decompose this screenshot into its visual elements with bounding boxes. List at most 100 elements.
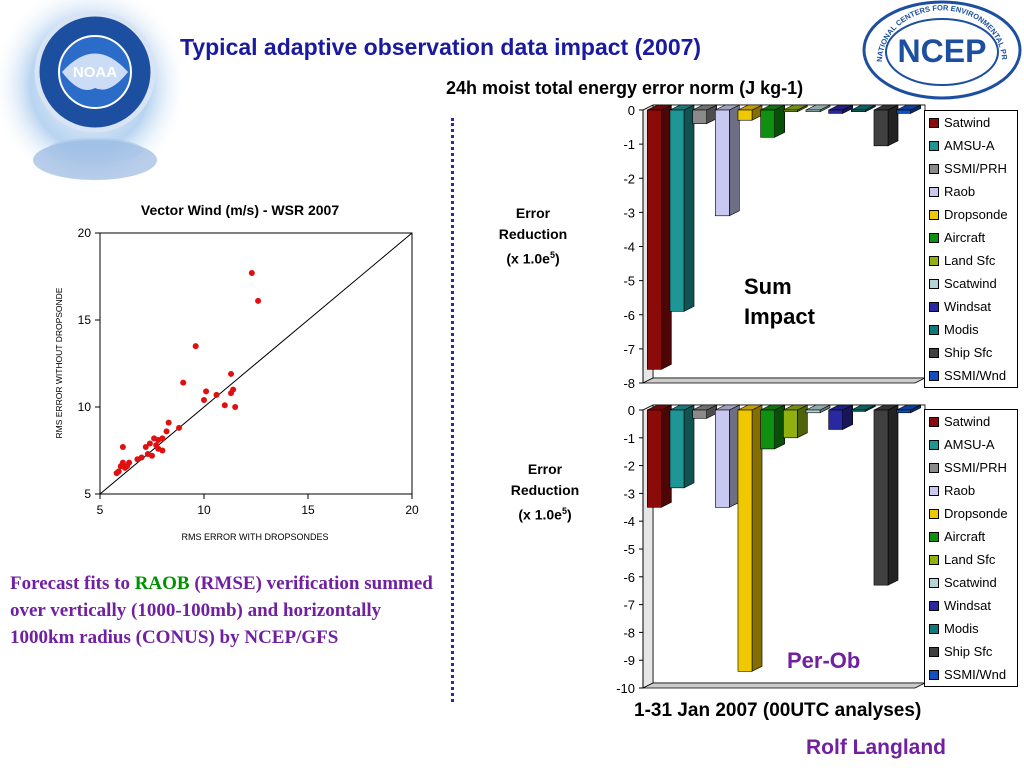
error-reduction-label-bottom: Error Reduction (x 1.0e5) — [510, 461, 580, 523]
legend-item: Ship Sfc — [925, 341, 1017, 364]
legend-label: Aircraft — [944, 230, 986, 245]
scatter-chart: Vector Wind (m/s) - WSR 2007 5 10 15 20 5 10 1… — [54, 202, 419, 542]
y-tick-label: -3 — [623, 205, 635, 220]
legend-item: Scatwind — [925, 272, 1017, 295]
scatter-point — [163, 428, 170, 435]
legend-swatch — [929, 278, 939, 289]
bar-satwind — [647, 404, 672, 508]
legend-label: SSMI/PRH — [944, 161, 1007, 176]
legend-swatch — [929, 439, 939, 450]
legend-label: Scatwind — [944, 575, 997, 590]
legend-label: Windsat — [944, 598, 991, 613]
y-tick-label: -6 — [623, 308, 635, 323]
date-label: 1-31 Jan 2007 (00UTC analyses) — [634, 700, 922, 721]
bar-windsat — [828, 104, 853, 114]
bar-front-face — [737, 409, 753, 672]
legend-swatch — [929, 301, 939, 312]
scatter-y-axis-label: RMS ERROR WITHOUT DROPSONDE — [54, 287, 64, 438]
scatter-point — [119, 444, 126, 451]
bar-modis — [851, 104, 876, 113]
bar-front-face — [805, 409, 821, 414]
legend-item: SSMI/Wnd — [925, 663, 1017, 686]
bar-ssmi-prh — [692, 104, 717, 125]
bar-amsu-a — [669, 404, 695, 489]
bar-front-face — [828, 409, 843, 430]
legend-swatch — [929, 347, 939, 358]
ncep-logo-text: NCEP — [898, 33, 987, 69]
y-tick-label: 10 — [78, 400, 92, 414]
legend-swatch — [929, 370, 939, 381]
bar-front-face — [737, 109, 753, 121]
bar-front-face — [896, 409, 911, 414]
bar-front-face — [873, 409, 889, 586]
scatter-point — [165, 419, 172, 426]
legend-swatch — [929, 646, 939, 657]
legend-swatch — [929, 117, 939, 128]
scatter-point — [230, 386, 237, 393]
y-tick-label: -1 — [623, 137, 635, 152]
scatter-point — [126, 459, 133, 466]
legend-label: Land Sfc — [944, 552, 996, 567]
scatter-point — [203, 388, 210, 395]
scatter-title: Vector Wind (m/s) - WSR 2007 — [141, 202, 339, 218]
y-tick-label: 0 — [628, 103, 635, 118]
legend-swatch — [929, 623, 939, 634]
legend-item: Modis — [925, 318, 1017, 341]
bar-satwind — [647, 104, 672, 370]
legend-swatch — [929, 209, 939, 220]
bar-raob — [715, 404, 740, 508]
scatter-x-axis-label: RMS ERROR WITH DROPSONDES — [181, 532, 328, 542]
y-tick-label: 20 — [78, 226, 92, 240]
bar-ship-sfc — [873, 404, 899, 586]
legend-swatch — [929, 232, 939, 243]
y-tick-label: -7 — [623, 598, 635, 613]
legend-item: SSMI/PRH — [925, 456, 1017, 479]
scatter-point — [248, 270, 255, 277]
reference-line — [99, 232, 413, 495]
bar-scatwind — [805, 104, 831, 113]
bar-front-face — [669, 409, 685, 489]
bar-front-face — [715, 409, 730, 508]
bar-front-face — [760, 409, 775, 450]
legend-swatch — [929, 669, 939, 680]
legend-swatch — [929, 531, 939, 542]
legend-label: Scatwind — [944, 276, 997, 291]
divider-dotted-line — [451, 118, 454, 702]
legend-item: Land Sfc — [925, 548, 1017, 571]
bar-front-face — [828, 109, 843, 114]
scatter-point — [180, 379, 187, 386]
legend-swatch — [929, 600, 939, 611]
y-tick-label: -1 — [623, 431, 635, 446]
legend-swatch — [929, 508, 939, 519]
legend-swatch — [929, 324, 939, 335]
scatter-point — [149, 452, 155, 459]
bar-front-face — [715, 109, 730, 217]
legend-label: Dropsonde — [944, 506, 1008, 521]
y-tick-label: 0 — [628, 403, 635, 418]
noaa-logo-text: NOAA — [73, 64, 117, 81]
error-reduction-label-top: Error Reduction (x 1.0e5) — [498, 205, 568, 267]
per-ob-label: Per-Ob — [787, 648, 861, 673]
y-tick-label: -8 — [623, 625, 635, 640]
bar-front-face — [647, 109, 662, 370]
scatter-point — [159, 435, 166, 442]
bar-ship-sfc — [873, 104, 899, 147]
legend-item: AMSU-A — [925, 134, 1017, 157]
scatter-point — [192, 343, 199, 350]
legend-item: Raob — [925, 479, 1017, 502]
ncep-logo: NATIONAL CENTERS FOR ENVIRONMENTAL PREDI… — [860, 0, 1022, 100]
bar-ssmi-wnd — [896, 104, 921, 114]
y-tick-label: -5 — [623, 274, 635, 289]
legend-swatch — [929, 577, 939, 588]
y-tick-label: 15 — [78, 313, 92, 327]
bar-front-face — [896, 109, 911, 114]
scatter-point — [142, 444, 149, 451]
scatter-point — [221, 402, 228, 409]
y-tick-label: -2 — [623, 459, 635, 474]
legend-label: Raob — [944, 184, 976, 199]
legend-per-ob: Satwind AMSU-A SSMI/PRH Raob Dropsonde Aircra… — [924, 409, 1018, 687]
bar-modis — [851, 404, 876, 412]
bar-dropsonde — [737, 104, 763, 121]
legend-swatch — [929, 416, 939, 427]
bar-land-sfc — [783, 404, 808, 439]
